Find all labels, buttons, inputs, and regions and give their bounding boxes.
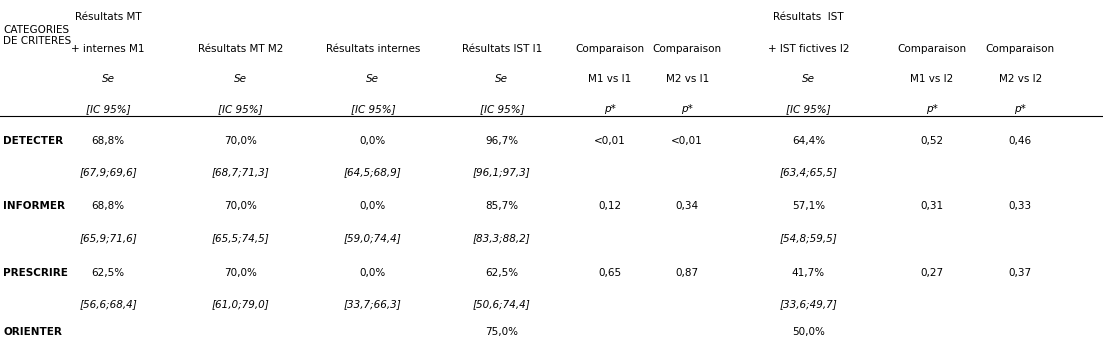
Text: Résultats MT: Résultats MT — [75, 12, 141, 22]
Text: [56,6;68,4]: [56,6;68,4] — [79, 300, 137, 309]
Text: DETECTER: DETECTER — [3, 136, 64, 146]
Text: Comparaison: Comparaison — [898, 44, 966, 54]
Text: [67,9;69,6]: [67,9;69,6] — [79, 168, 137, 177]
Text: Se: Se — [802, 74, 815, 84]
Text: [IC 95%]: [IC 95%] — [351, 104, 395, 114]
Text: 0,0%: 0,0% — [360, 201, 386, 211]
Text: 96,7%: 96,7% — [485, 136, 518, 146]
Text: <0,01: <0,01 — [672, 136, 703, 146]
Text: Résultats internes: Résultats internes — [325, 44, 420, 54]
Text: p*: p* — [682, 104, 693, 114]
Text: [63,4;65,5]: [63,4;65,5] — [780, 168, 837, 177]
Text: ORIENTER: ORIENTER — [3, 327, 62, 337]
Text: 64,4%: 64,4% — [792, 136, 825, 146]
Text: [IC 95%]: [IC 95%] — [218, 104, 263, 114]
Text: [83,3;88,2]: [83,3;88,2] — [473, 233, 531, 243]
Text: M1 vs I1: M1 vs I1 — [588, 74, 632, 84]
Text: [IC 95%]: [IC 95%] — [86, 104, 130, 114]
Text: 50,0%: 50,0% — [792, 327, 825, 337]
Text: Résultats IST I1: Résultats IST I1 — [462, 44, 542, 54]
Text: 0,27: 0,27 — [921, 268, 943, 278]
Text: [IC 95%]: [IC 95%] — [480, 104, 524, 114]
Text: 68,8%: 68,8% — [92, 136, 125, 146]
Text: p*: p* — [1015, 104, 1026, 114]
Text: 41,7%: 41,7% — [792, 268, 825, 278]
Text: [65,9;71,6]: [65,9;71,6] — [79, 233, 137, 243]
Text: [59,0;74,4]: [59,0;74,4] — [344, 233, 401, 243]
Text: 62,5%: 62,5% — [485, 268, 518, 278]
Text: 0,31: 0,31 — [921, 201, 943, 211]
Text: [61,0;79,0]: [61,0;79,0] — [212, 300, 269, 309]
Text: [96,1;97,3]: [96,1;97,3] — [473, 168, 531, 177]
Text: 0,0%: 0,0% — [360, 268, 386, 278]
Text: 85,7%: 85,7% — [485, 201, 518, 211]
Text: + IST fictives I2: + IST fictives I2 — [768, 44, 849, 54]
Text: 0,65: 0,65 — [599, 268, 621, 278]
Text: INFORMER: INFORMER — [3, 201, 65, 211]
Text: 68,8%: 68,8% — [92, 201, 125, 211]
Text: 0,46: 0,46 — [1009, 136, 1031, 146]
Text: M2 vs I1: M2 vs I1 — [665, 74, 709, 84]
Text: [64,5;68,9]: [64,5;68,9] — [344, 168, 401, 177]
Text: PRESCRIRE: PRESCRIRE — [3, 268, 68, 278]
Text: 75,0%: 75,0% — [485, 327, 518, 337]
Text: p*: p* — [927, 104, 938, 114]
Text: <0,01: <0,01 — [595, 136, 625, 146]
Text: 0,0%: 0,0% — [360, 136, 386, 146]
Text: [68,7;71,3]: [68,7;71,3] — [212, 168, 269, 177]
Text: 70,0%: 70,0% — [224, 136, 257, 146]
Text: [50,6;74,4]: [50,6;74,4] — [473, 300, 531, 309]
Text: [33,6;49,7]: [33,6;49,7] — [780, 300, 837, 309]
Text: M2 vs I2: M2 vs I2 — [998, 74, 1042, 84]
Text: 62,5%: 62,5% — [92, 268, 125, 278]
Text: [IC 95%]: [IC 95%] — [786, 104, 831, 114]
Text: Se: Se — [234, 74, 247, 84]
Text: Comparaison: Comparaison — [576, 44, 644, 54]
Text: 0,33: 0,33 — [1009, 201, 1031, 211]
Text: 0,37: 0,37 — [1009, 268, 1031, 278]
Text: 0,52: 0,52 — [921, 136, 943, 146]
Text: [33,7;66,3]: [33,7;66,3] — [344, 300, 401, 309]
Text: + internes M1: + internes M1 — [72, 44, 144, 54]
Text: Se: Se — [495, 74, 508, 84]
Text: M1 vs I2: M1 vs I2 — [910, 74, 954, 84]
Text: [65,5;74,5]: [65,5;74,5] — [212, 233, 269, 243]
Text: 57,1%: 57,1% — [792, 201, 825, 211]
Text: Comparaison: Comparaison — [653, 44, 721, 54]
Text: [54,8;59,5]: [54,8;59,5] — [780, 233, 837, 243]
Text: 0,87: 0,87 — [676, 268, 698, 278]
Text: Comparaison: Comparaison — [986, 44, 1054, 54]
Text: Se: Se — [366, 74, 379, 84]
Text: Résultats MT M2: Résultats MT M2 — [197, 44, 283, 54]
Text: Se: Se — [101, 74, 115, 84]
Text: 70,0%: 70,0% — [224, 268, 257, 278]
Text: 0,34: 0,34 — [676, 201, 698, 211]
Text: 0,12: 0,12 — [599, 201, 621, 211]
Text: CATEGORIES
DE CRITERES: CATEGORIES DE CRITERES — [3, 25, 72, 46]
Text: 70,0%: 70,0% — [224, 201, 257, 211]
Text: p*: p* — [604, 104, 615, 114]
Text: Résultats  IST: Résultats IST — [773, 12, 844, 22]
